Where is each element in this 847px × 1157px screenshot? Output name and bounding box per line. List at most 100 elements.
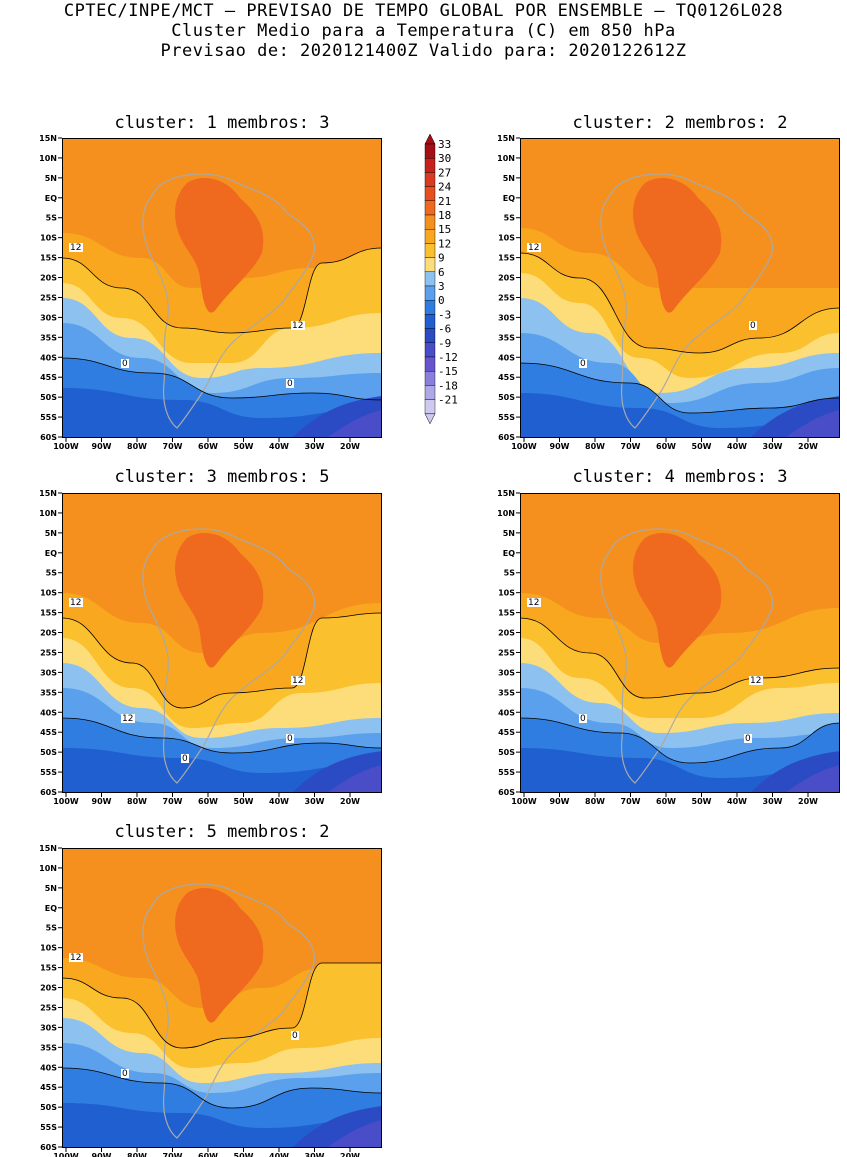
svg-text:0: 0	[287, 379, 293, 389]
cluster-2-title: cluster: 2 membros: 2	[572, 113, 788, 133]
lat-tick-label: 30S	[40, 1023, 57, 1032]
contour-12	[61, 247, 383, 334]
lat-tick-label: 40S	[40, 353, 57, 362]
lon-tick-label: 80W	[127, 442, 147, 451]
svg-text:0: 0	[745, 734, 751, 744]
lon-tick-label: 60W	[656, 442, 676, 451]
lat-tick-label: 10S	[498, 234, 515, 243]
cluster-5-map: 12 0 0 15N 10N 5N EQ 5S 10S 15S 20S 25S 30S 35S 40S 45S…	[39, 844, 383, 1157]
lat-tick-label: 20S	[40, 274, 57, 283]
lon-tick-label: 100W	[53, 797, 79, 806]
lat-tick-label: 45S	[40, 728, 57, 737]
cluster-4-map: 12 12 0 0 15N 10N 5N EQ 5S 10S 15S 20S 25S 30S 35S 40S 4…	[497, 489, 841, 806]
lat-tick-label: 10N	[39, 864, 57, 873]
lat-tick-label: 35S	[498, 333, 515, 342]
colorbar-top-arrow	[424, 133, 436, 145]
lat-tick-label: 15N	[497, 134, 515, 143]
contour-label: 0	[579, 359, 587, 369]
lat-tick-label: 25S	[498, 293, 515, 302]
continent-outline	[600, 173, 773, 429]
colorbar-swatch	[424, 285, 436, 301]
colorbar-label: -21	[438, 394, 458, 407]
map-frame	[62, 138, 382, 438]
colorbar-label: 24	[438, 181, 452, 194]
contour-label: 12	[69, 243, 83, 253]
lat-tick-label: 10N	[39, 154, 57, 163]
lat-tick-label: 45S	[498, 728, 515, 737]
lon-tick-label: 50W	[692, 442, 712, 451]
svg-text:0: 0	[750, 321, 756, 331]
colorbar-swatch	[424, 271, 436, 287]
contour-label: 0	[744, 734, 752, 744]
lon-tick-label: 70W	[163, 442, 183, 451]
shade-21	[175, 533, 264, 668]
contour-12	[519, 617, 841, 699]
lon-tick-label: 50W	[234, 442, 254, 451]
lat-tick-label: EQ	[45, 904, 57, 913]
figure-title-line3: Previsao de: 2020121400Z Valido para: 20…	[160, 41, 687, 61]
contour-0	[519, 362, 841, 414]
contour-label: 12	[291, 321, 305, 331]
colorbar-label: -3	[438, 308, 451, 321]
colorbar-swatch	[424, 228, 436, 244]
lon-tick-label: 100W	[511, 442, 537, 451]
lon-tick-label: 20W	[798, 442, 818, 451]
figure-title-line1: CPTEC/INPE/MCT — PREVISAO DE TEMPO GLOBA…	[63, 1, 784, 21]
svg-text:0: 0	[182, 754, 188, 764]
lat-tick-label: 10N	[39, 509, 57, 518]
lat-tick-label: 60S	[498, 433, 515, 442]
colorbar-label: -15	[438, 365, 458, 378]
svg-text:12: 12	[70, 953, 81, 963]
contour-label: 0	[749, 321, 757, 331]
lon-tick-label: 20W	[340, 1152, 360, 1157]
lat-tick-label: EQ	[503, 549, 515, 558]
lat-tick-label: EQ	[45, 549, 57, 558]
lat-tick-label: 50S	[498, 393, 515, 402]
colorbar-label: 3	[438, 280, 445, 293]
cluster-5-title: cluster: 5 membros: 2	[114, 822, 330, 842]
lat-tick-label: 5N	[45, 529, 57, 538]
colorbar-label: 18	[438, 209, 451, 222]
colorbar-swatch	[424, 299, 436, 315]
colorbar-swatch	[424, 214, 436, 230]
lat-tick-label: 40S	[40, 1063, 57, 1072]
colorbar-label: 30	[438, 152, 451, 165]
shade-m3	[520, 748, 840, 793]
lat-tick-label: 50S	[498, 748, 515, 757]
contour-label: 0	[579, 714, 587, 724]
svg-text:0: 0	[580, 359, 586, 369]
lat-tick-label: 35S	[40, 333, 57, 342]
lon-tick-label: 30W	[763, 797, 783, 806]
colorbar-label: -12	[438, 351, 458, 364]
lat-tick-label: 40S	[40, 708, 57, 717]
colorbar-label: 15	[438, 223, 451, 236]
colorbar-label: 27	[438, 166, 451, 179]
cluster-1-title: cluster: 1 membros: 3	[114, 113, 330, 133]
lat-tick-label: 5N	[503, 174, 515, 183]
lon-tick-label: 30W	[305, 442, 325, 451]
lon-tick-label: 20W	[798, 797, 818, 806]
lon-tick-label: 50W	[234, 797, 254, 806]
lon-tick-label: 50W	[234, 1152, 254, 1157]
lon-tick-label: 30W	[305, 797, 325, 806]
lon-tick-label: 80W	[585, 442, 605, 451]
lat-tick-label: EQ	[45, 194, 57, 203]
colorbar-label: 9	[438, 252, 445, 265]
shade-m9	[327, 765, 382, 793]
lon-tick-label: 20W	[340, 797, 360, 806]
colorbar-bottom-arrow	[424, 413, 436, 425]
lat-tick-label: 10S	[40, 234, 57, 243]
lat-tick-label: 5S	[46, 569, 58, 578]
lat-tick-label: 20S	[40, 984, 57, 993]
lon-tick-label: 30W	[763, 442, 783, 451]
contour-0	[61, 717, 383, 754]
shade-m9	[327, 1120, 382, 1148]
cluster-4-title: cluster: 4 membros: 3	[572, 467, 788, 487]
shade-21	[633, 178, 722, 313]
cluster-1-map: 12 12 0 0 15N 10N 5N EQ 5S 10S 15S 20S 25S 30S 35S 40S 4…	[39, 134, 383, 451]
lat-tick-label: 10S	[40, 944, 57, 953]
contour-label: 0	[121, 359, 129, 369]
colorbar-label: 6	[438, 266, 445, 279]
lon-tick-label: 70W	[163, 797, 183, 806]
colorbar-swatch	[424, 342, 436, 358]
